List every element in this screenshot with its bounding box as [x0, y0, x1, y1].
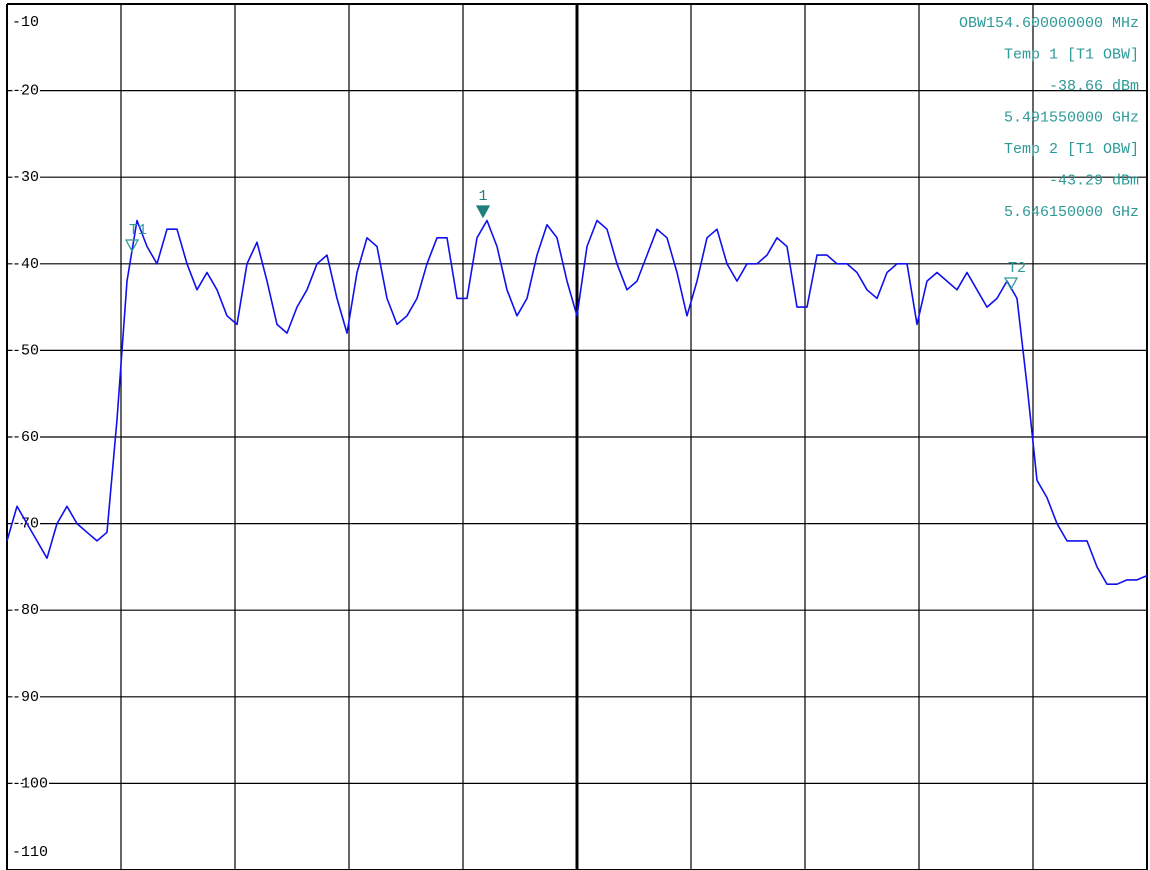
y-tick-label: -40 — [12, 256, 39, 273]
trace-line — [6, 219, 1148, 585]
marker-triangle — [124, 239, 140, 253]
y-tick-label: -20 — [12, 83, 39, 100]
y-tick-label: -50 — [12, 342, 39, 359]
annotation: Temp 1 [T1 OBW] — [1004, 46, 1139, 63]
y-tick-label: -60 — [12, 429, 39, 446]
y-tick-label: -90 — [12, 689, 39, 706]
y-tick-label: -10 — [12, 14, 39, 31]
annotation: OBW154.600000000 MHz — [959, 15, 1139, 32]
y-tick-label: -80 — [12, 602, 39, 619]
annotation: 5.646150000 GHz — [1004, 204, 1139, 221]
y-tick-label: -110 — [12, 844, 48, 861]
marker-label: T1 — [129, 222, 147, 239]
y-tick-label: -30 — [12, 169, 39, 186]
marker-label: 1 — [478, 188, 487, 205]
annotation: -43.29 dBm — [1049, 172, 1139, 189]
annotation: 5.491550000 GHz — [1004, 109, 1139, 126]
marker-label: T2 — [1008, 260, 1026, 277]
y-tick-label: -100 — [12, 775, 48, 792]
annotation: Temp 2 [T1 OBW] — [1004, 141, 1139, 158]
marker-triangle — [475, 205, 491, 219]
marker-triangle — [1003, 277, 1019, 291]
annotation: -38.66 dBm — [1049, 78, 1139, 95]
y-tick-label: -70 — [12, 516, 39, 533]
